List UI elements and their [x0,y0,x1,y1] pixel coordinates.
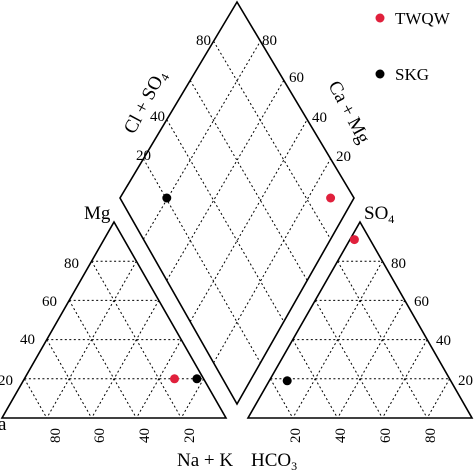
cation-gridline-r-4 [46,260,137,419]
cation-point-skg-0 [192,374,202,384]
diamond-left-tick-20: 20 [136,148,151,164]
cation-grid [23,260,205,419]
diamond-gridline-b-4 [142,40,261,240]
cation-triangle-frame [0,220,228,419]
anion-triangle: SO4 80 60 40 20 20 40 60 80 HCO3 [246,203,474,473]
cation-left-tick-20: 20 [0,373,13,389]
cation-gridline-r-3 [91,300,160,419]
legend: TWQW SKG [375,9,451,84]
cation-triangle: Mg 80 60 40 20 80 60 40 20 a Na + K [0,203,233,471]
diamond-points [162,193,336,203]
anion-gridline-l-4 [337,260,428,419]
anion-right-tick-20: 20 [458,373,473,389]
cation-points [170,374,202,384]
diamond-left-tick-40: 40 [150,109,165,125]
anion-gridline-r-1 [426,378,451,419]
diamond-gridline-b-3 [166,80,285,281]
cation-left-tick-60: 60 [42,294,57,310]
diamond-gridline-a-2 [166,119,285,322]
anion-triangle-frame [246,220,474,419]
diamond-point-twqw-0 [326,193,336,203]
cation-bottom-tick-40: 40 [137,428,153,443]
diamond-right-tick-20: 20 [336,149,351,165]
diamond-grid [142,40,332,364]
anion-bottom-tick-40: 40 [333,428,349,443]
anion-point-skg-1 [282,376,292,386]
diamond-left-tick-80: 80 [196,33,211,49]
cation-left-tick-40: 40 [20,332,35,348]
anion-bottom-left-label: HCO3 [251,450,297,473]
anion-bottom-tick-60: 60 [378,428,394,443]
cation-bottom-tick-20: 20 [182,428,198,443]
anion-gridline-r-4 [292,260,383,419]
anion-bottom-tick-20: 20 [288,428,304,443]
diamond-gridline-b-2 [189,119,308,322]
diamond-right-tick-40: 40 [312,110,327,126]
diamond-point-skg-1 [162,193,172,203]
cation-gridline-l-3 [68,300,137,419]
diamond-gridline-a-3 [189,80,308,281]
diamond-right-tick-80: 80 [262,33,277,49]
legend-marker-twqw [375,13,385,23]
anion-gridline-l-3 [314,300,383,419]
diamond-gridline-b-1 [213,158,332,364]
diamond-gridline-a-1 [142,158,261,364]
cation-top-label: Mg [84,203,111,224]
cation-bottom-tick-60: 60 [92,428,108,443]
diamond-right-tick-60: 60 [289,70,304,86]
anion-points [282,235,359,386]
anion-right-tick-80: 80 [391,256,406,272]
diamond-frame [119,0,355,406]
cation-left-tick-80: 80 [64,256,79,272]
anion-bottom-tick-80: 80 [423,428,439,443]
anion-top-label: SO4 [364,203,394,226]
cation-point-twqw-1 [170,374,179,384]
anion-gridline-l-1 [269,378,294,419]
legend-label-skg: SKG [395,65,429,84]
anion-right-tick-40: 40 [436,333,451,349]
cation-bottom-left-label: a [0,414,7,435]
diamond-right-axis-label: Ca + Mg [324,77,375,147]
legend-label-twqw: TWQW [395,9,451,28]
diamond-field: 80 20 80 60 40 20 40 Cl + SO4 Ca + Mg [119,0,375,406]
cation-gridline-r-1 [180,378,205,419]
anion-grid [269,260,451,419]
diamond-gridline-a-4 [213,40,332,240]
diamond-left-axis-label: Cl + SO4 [120,67,172,138]
anion-right-tick-60: 60 [414,294,429,310]
cation-gridline-l-4 [91,260,182,419]
anion-point-twqw-0 [349,235,359,245]
anion-gridline-r-3 [337,300,406,419]
legend-marker-skg [375,69,385,79]
cation-gridline-l-1 [23,378,48,419]
cation-bottom-right-label: Na + K [177,450,233,471]
cation-bottom-tick-80: 80 [48,428,64,443]
